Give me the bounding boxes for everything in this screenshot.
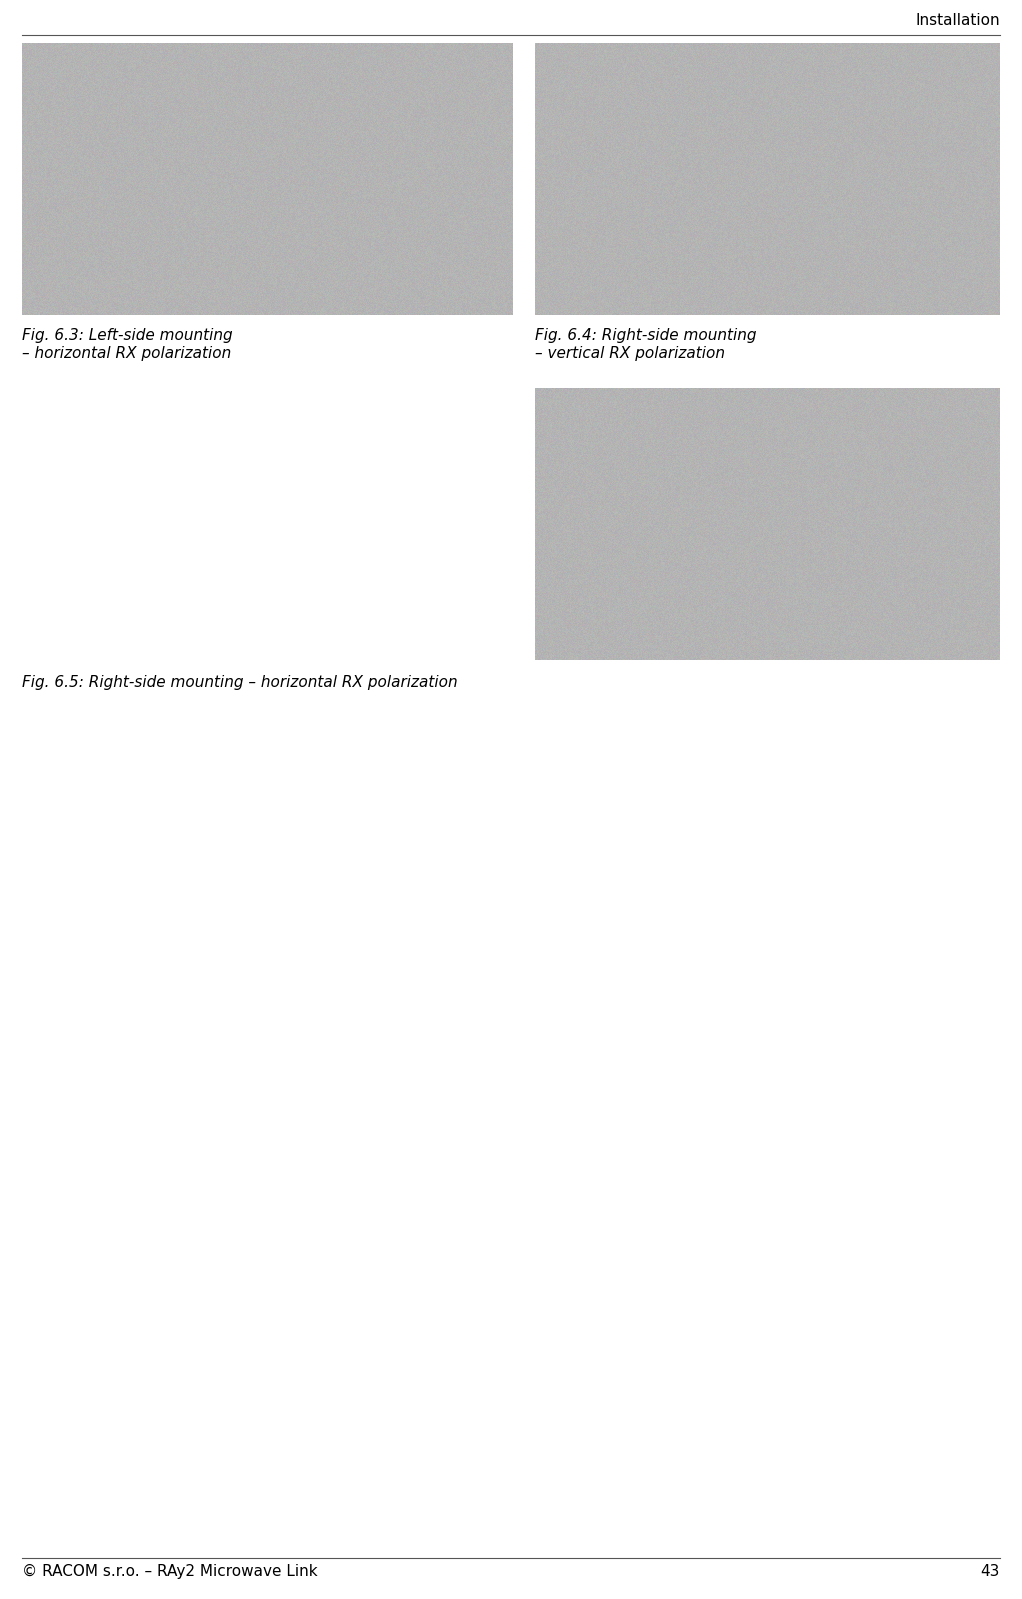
Text: 43: 43 [981, 1564, 1000, 1578]
Text: © RACOM s.r.o. – RAy2 Microwave Link: © RACOM s.r.o. – RAy2 Microwave Link [22, 1564, 318, 1578]
Text: Fig. 6.3: Left-side mounting: Fig. 6.3: Left-side mounting [22, 328, 233, 344]
Text: Fig. 6.5: Right-side mounting – horizontal RX polarization: Fig. 6.5: Right-side mounting – horizont… [22, 675, 458, 691]
Text: – horizontal RX polarization: – horizontal RX polarization [22, 345, 231, 361]
Text: Fig. 6.4: Right-side mounting: Fig. 6.4: Right-side mounting [535, 328, 756, 344]
Text: Installation: Installation [916, 13, 1000, 29]
Text: – vertical RX polarization: – vertical RX polarization [535, 345, 725, 361]
